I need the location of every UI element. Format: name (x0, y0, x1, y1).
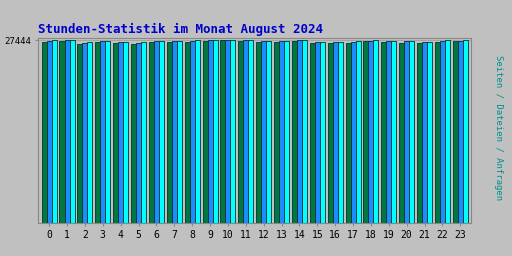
Bar (77, 44, 82, 223)
Bar (292, 41, 297, 223)
Bar (261, 41, 266, 223)
Bar (105, 41, 110, 223)
Bar (149, 42, 154, 223)
Bar (364, 41, 369, 223)
Bar (131, 44, 136, 223)
Bar (159, 41, 164, 223)
Bar (118, 42, 123, 223)
Bar (141, 42, 146, 223)
Bar (297, 40, 302, 223)
Bar (238, 41, 243, 223)
Bar (203, 40, 207, 223)
Bar (399, 43, 404, 223)
Bar (177, 41, 182, 223)
Bar (41, 42, 47, 223)
Bar (453, 41, 458, 223)
Bar (65, 40, 70, 223)
Text: Stunden-Statistik im Monat August 2024: Stunden-Statistik im Monat August 2024 (38, 23, 324, 36)
Bar (391, 41, 396, 223)
Bar (47, 41, 52, 223)
Bar (369, 41, 373, 223)
Bar (59, 41, 65, 223)
Bar (172, 41, 177, 223)
Bar (266, 41, 271, 223)
Bar (409, 41, 414, 223)
Bar (88, 42, 92, 223)
Bar (338, 42, 343, 223)
Text: Seiten / Dateien / Anfragen: Seiten / Dateien / Anfragen (494, 56, 503, 200)
Bar (207, 40, 212, 223)
Bar (463, 40, 468, 223)
Bar (256, 42, 261, 223)
Bar (328, 43, 333, 223)
Bar (435, 42, 440, 223)
Bar (220, 40, 225, 223)
Bar (333, 42, 338, 223)
Bar (230, 39, 236, 223)
Bar (320, 42, 325, 223)
Bar (373, 40, 378, 223)
Bar (52, 40, 57, 223)
Bar (440, 41, 445, 223)
Bar (422, 42, 427, 223)
Bar (404, 41, 409, 223)
Bar (154, 41, 159, 223)
Bar (100, 41, 105, 223)
Bar (248, 40, 253, 223)
Bar (212, 40, 218, 223)
Bar (225, 40, 230, 223)
Bar (136, 43, 141, 223)
Bar (458, 40, 463, 223)
Bar (167, 42, 172, 223)
Bar (189, 41, 195, 223)
Bar (351, 42, 355, 223)
Bar (315, 42, 320, 223)
Bar (310, 43, 315, 223)
Bar (70, 40, 75, 223)
Bar (82, 43, 88, 223)
Bar (417, 43, 422, 223)
Bar (113, 43, 118, 223)
Bar (302, 40, 307, 223)
Bar (355, 41, 360, 223)
Bar (284, 41, 289, 223)
Bar (381, 42, 386, 223)
Bar (274, 42, 279, 223)
Bar (195, 40, 200, 223)
Bar (95, 42, 100, 223)
Bar (445, 40, 450, 223)
Bar (123, 41, 128, 223)
Bar (279, 41, 284, 223)
Bar (346, 43, 351, 223)
Bar (386, 41, 391, 223)
Bar (185, 42, 189, 223)
Bar (427, 42, 432, 223)
Bar (243, 40, 248, 223)
